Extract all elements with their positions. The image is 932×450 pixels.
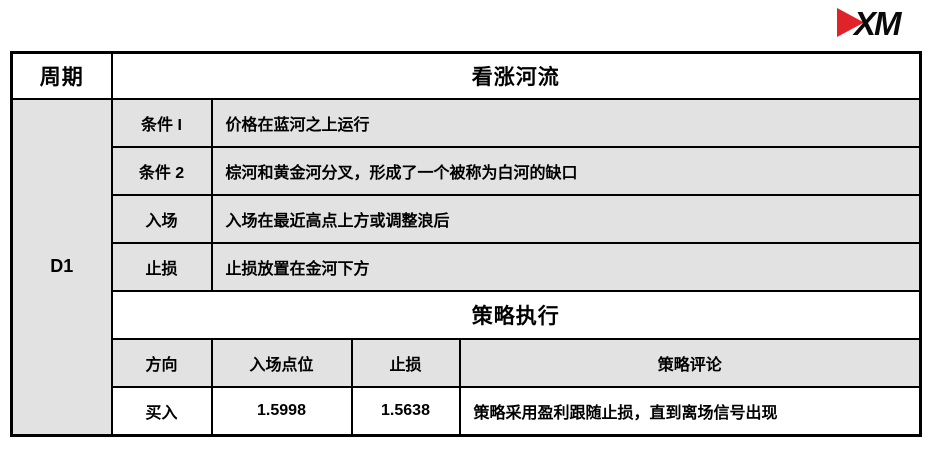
trade-stoploss-cell: 1.5638 (350, 385, 461, 437)
condition-row-1: D1 条件 I 价格在蓝河之上运行 (10, 97, 922, 437)
condition-2-text: 棕河和黄金河分叉，形成了一个被称为白河的缺口 (210, 145, 922, 196)
period-header-cell: 周期 (10, 51, 113, 100)
trade-entry-cell: 1.5998 (210, 385, 353, 437)
stoploss-label: 止损 (110, 241, 213, 292)
header-row: 周期 看涨河流 (10, 51, 922, 100)
trade-comment-cell: 策略采用盈利跟随止损，直到离场信号出现 (458, 385, 922, 437)
trade-direction-cell: 买入 (110, 385, 213, 437)
condition-2-label: 条件 2 (110, 145, 213, 196)
execution-title-row: 策略执行 (12, 289, 922, 340)
entry-label: 入场 (110, 193, 213, 244)
entry-text: 入场在最近高点上方或调整浪后 (210, 193, 922, 244)
execution-title-cell: 策略执行 (110, 289, 922, 340)
execution-header-row: 方向 入场点位 止损 策略评论 (12, 337, 922, 388)
stoploss-row: 止损 止损放置在金河下方 (12, 241, 922, 292)
strategy-table: 周期 看涨河流 D1 条件 I 价格在蓝河之上运行 条件 2 棕河和黄金河分叉，… (10, 51, 922, 437)
xm-logo: XM (835, 5, 925, 42)
trade-row: 买入 1.5998 1.5638 策略采用盈利跟随止损，直到离场信号出现 (12, 385, 922, 437)
xm-logo-arrow-icon (837, 8, 864, 37)
period-value-cell: D1 (10, 97, 113, 437)
table-title-cell: 看涨河流 (110, 51, 922, 100)
condition-row-2: 条件 2 棕河和黄金河分叉，形成了一个被称为白河的缺口 (12, 145, 922, 196)
xm-logo-graphic: XM (837, 5, 905, 42)
stoploss-text: 止损放置在金河下方 (210, 241, 922, 292)
condition-1-text: 价格在蓝河之上运行 (210, 97, 922, 148)
col-comment-header: 策略评论 (458, 337, 922, 388)
condition-1-label: 条件 I (110, 97, 213, 148)
col-stoploss-header: 止损 (350, 337, 461, 388)
col-entry-header: 入场点位 (210, 337, 353, 388)
entry-row: 入场 入场在最近高点上方或调整浪后 (12, 193, 922, 244)
col-direction-header: 方向 (110, 337, 213, 388)
xm-logo-text: XM (852, 5, 903, 41)
